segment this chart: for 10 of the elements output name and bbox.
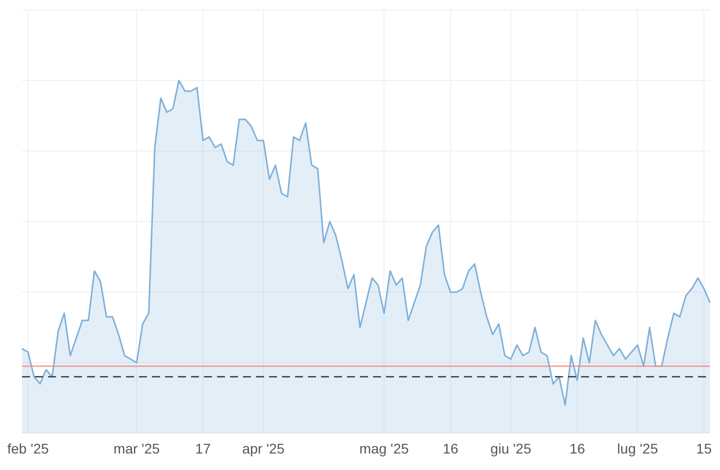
- x-tick-label: apr '25: [242, 440, 285, 456]
- x-tick-label: 16: [569, 440, 586, 456]
- x-tick-label: 17: [195, 440, 212, 456]
- x-tick-label: 15: [696, 440, 712, 456]
- x-tick-label: giu '25: [490, 440, 532, 456]
- x-tick-label: mar '25: [114, 440, 160, 456]
- x-tick-label: mag '25: [359, 440, 409, 456]
- x-tick-label: lug '25: [617, 440, 658, 456]
- x-tick-label: feb '25: [7, 440, 50, 456]
- x-tick-label: 16: [442, 440, 458, 456]
